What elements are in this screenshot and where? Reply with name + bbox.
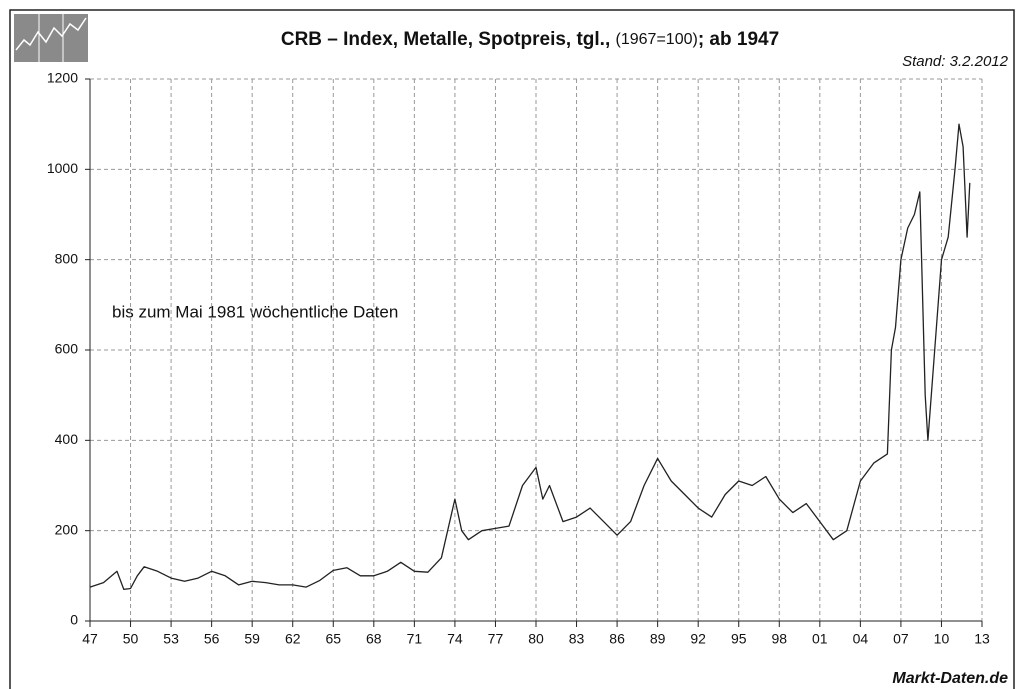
date-note: Stand: 3.2.2012	[902, 53, 1009, 70]
x-tick-label: 62	[285, 631, 301, 647]
title-main: CRB – Index, Metalle, Spotpreis, tgl.,	[281, 29, 610, 50]
y-tick-label: 0	[70, 612, 78, 628]
source: Markt-Daten.de	[892, 670, 1008, 687]
title-base: (1967=100)	[616, 31, 698, 48]
y-tick-label: 1200	[47, 70, 78, 86]
x-tick-label: 98	[771, 631, 787, 647]
x-tick-label: 95	[731, 631, 747, 647]
frame	[9, 9, 1015, 689]
y-tick-label: 200	[55, 521, 79, 537]
x-tick-label: 89	[650, 631, 666, 647]
x-tick-label: 59	[244, 631, 260, 647]
x-tick-label: 65	[325, 631, 341, 647]
chart-title: CRB – Index, Metalle, Spotpreis, tgl., (…	[281, 29, 779, 50]
x-tick-label: 86	[609, 631, 625, 647]
data-line	[89, 123, 971, 591]
x-tick-label: 47	[82, 631, 98, 647]
annotation: bis zum Mai 1981 wöchentliche Daten	[112, 302, 398, 321]
x-tick-label: 13	[974, 631, 990, 647]
x-tick-label: 10	[934, 631, 950, 647]
y-tick-label: 800	[55, 250, 79, 266]
x-tick-label: 83	[569, 631, 585, 647]
logo	[14, 14, 88, 62]
x-tick-label: 01	[812, 631, 828, 647]
x-tick-label: 74	[447, 631, 463, 647]
title-tail: ; ab 1947	[698, 29, 779, 50]
x-tick-label: 07	[893, 631, 909, 647]
x-tick-label: 71	[407, 631, 423, 647]
x-tick-label: 80	[528, 631, 544, 647]
x-tick-label: 04	[853, 631, 869, 647]
x-tick-label: 77	[488, 631, 504, 647]
x-tick-label: 92	[690, 631, 706, 647]
x-tick-label: 50	[123, 631, 139, 647]
x-tick-label: 56	[204, 631, 220, 647]
y-tick-label: 400	[55, 431, 79, 447]
y-tick-label: 1000	[47, 160, 78, 176]
x-tick-label: 53	[163, 631, 179, 647]
x-tick-label: 68	[366, 631, 382, 647]
y-tick-label: 600	[55, 341, 79, 357]
